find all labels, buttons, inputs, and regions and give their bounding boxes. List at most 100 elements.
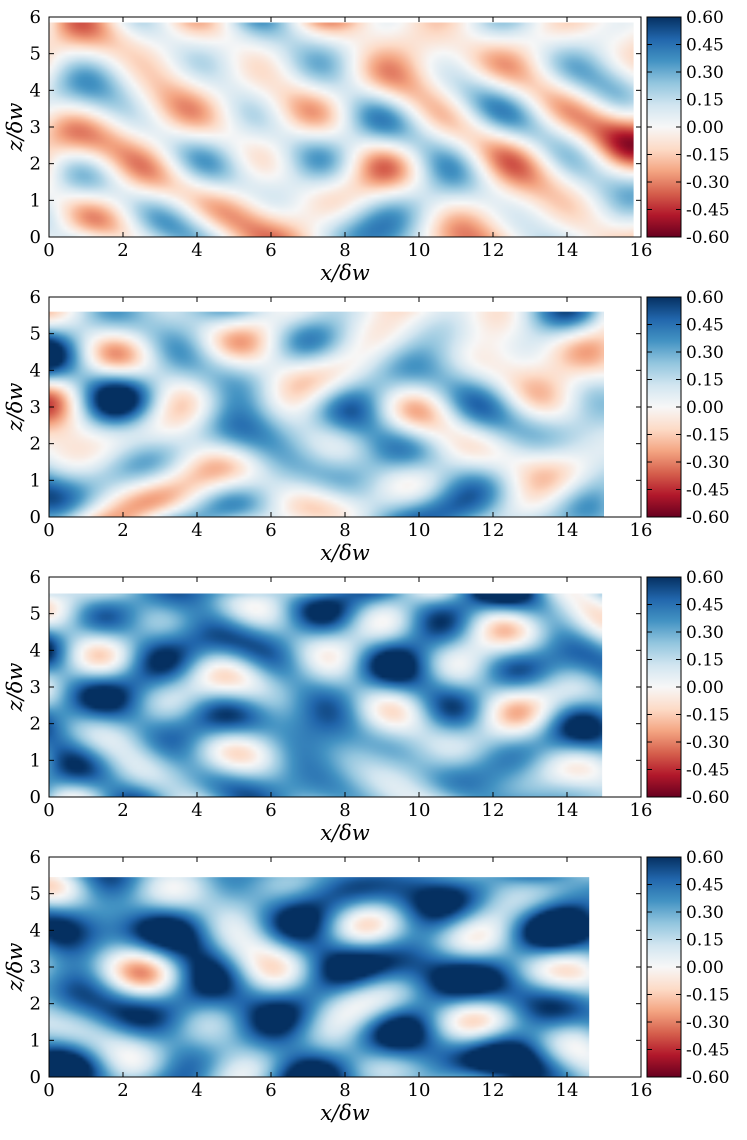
colorbar-1 (646, 16, 682, 238)
y-tick-label: 0 (30, 1067, 41, 1088)
y-tick-label: 3 (30, 957, 41, 978)
colorbar-tick-label: 0.15 (686, 651, 724, 671)
colorbar-tick-label: -0.30 (686, 1013, 730, 1033)
x-tick-label: 8 (339, 520, 350, 541)
y-tick-label: 6 (30, 287, 41, 308)
x-tick-label: 0 (43, 520, 54, 541)
y-tick-label: 1 (30, 1030, 41, 1051)
y-tick-label: 6 (30, 567, 41, 588)
y-tick-label: 3 (30, 117, 41, 138)
x-tick-label: 6 (265, 1080, 276, 1101)
colorbar-tick-label: 0.00 (686, 958, 724, 978)
x-tick-label: 2 (117, 800, 128, 821)
y-tick-label: 5 (30, 324, 41, 345)
colorbar-2 (646, 296, 682, 518)
colorbar-tick-label: 0.60 (686, 8, 724, 28)
y-tick-label: 3 (30, 677, 41, 698)
x-tick-label: 2 (117, 1080, 128, 1101)
y-tick-label: 4 (30, 80, 41, 101)
y-tick-label: 0 (30, 227, 41, 248)
colorbar-tick-label: 0.45 (686, 596, 724, 616)
y-tick-label: 2 (30, 714, 41, 735)
heatmap-field-4 (49, 877, 590, 1077)
colorbar-tick-label: 0.45 (686, 876, 724, 896)
y-tick-label: 4 (30, 640, 41, 661)
x-tick-label: 4 (191, 800, 202, 821)
colorbar-tick-label: 0.15 (686, 931, 724, 951)
colorbar-tick-label: -0.60 (686, 508, 730, 528)
x-tick-label: 16 (630, 800, 653, 821)
panel-4: 0 2 4 6 8 10 12 14 160123456x/δwz/δw0.600.450.30… (3, 847, 730, 1125)
y-tick-label: 0 (30, 507, 41, 528)
y-tick-label: 5 (30, 884, 41, 905)
colorbar-tick-label: 0.15 (686, 91, 724, 111)
y-tick-label: 6 (30, 847, 41, 868)
x-tick-label: 8 (339, 1080, 350, 1101)
colorbar-tick-label: 0.45 (686, 316, 724, 336)
y-axis-label: z/δw (3, 943, 27, 993)
colorbar-tick-label: -0.60 (686, 788, 730, 808)
x-tick-label: 8 (339, 800, 350, 821)
colorbar-tick-label: 0.30 (686, 63, 724, 83)
y-tick-label: 1 (30, 190, 41, 211)
colorbar-tick-label: 0.30 (686, 343, 724, 363)
x-tick-label: 8 (339, 240, 350, 261)
panel-1: 0 2 4 6 8 10 12 14 160123456x/δwz/δw0.600.450.30… (3, 7, 730, 285)
y-tick-label: 2 (30, 434, 41, 455)
x-tick-label: 10 (408, 240, 431, 261)
colorbar-tick-label: -0.60 (686, 228, 730, 248)
x-tick-label: 16 (630, 1080, 653, 1101)
colorbar-tick-label: -0.45 (686, 481, 730, 501)
y-tick-label: 2 (30, 994, 41, 1015)
y-tick-label: 1 (30, 470, 41, 491)
y-tick-label: 0 (30, 787, 41, 808)
colorbar-tick-label: 0.00 (686, 398, 724, 418)
x-tick-label: 16 (630, 520, 653, 541)
x-tick-label: 12 (482, 520, 505, 541)
heatmap-field-2 (49, 311, 604, 517)
colorbar-tick-label: -0.45 (686, 761, 730, 781)
y-axis-label: z/δw (3, 663, 27, 713)
panel-3: 0 2 4 6 8 10 12 14 160123456x/δwz/δw0.600.450.30… (3, 567, 730, 845)
colorbar-tick-label: -0.45 (686, 1041, 730, 1061)
colorbar-3 (646, 576, 682, 798)
x-tick-label: 6 (265, 520, 276, 541)
y-tick-label: 4 (30, 360, 41, 381)
panel-2: 0 2 4 6 8 10 12 14 160123456x/δwz/δw0.600.450.30… (3, 287, 730, 565)
x-tick-label: 0 (43, 800, 54, 821)
x-axis-label: x/δw (320, 1101, 370, 1125)
x-axis-label: x/δw (320, 261, 370, 285)
x-axis-label: x/δw (320, 541, 370, 565)
x-tick-label: 16 (630, 240, 653, 261)
heatmap-field-1 (49, 22, 634, 237)
y-tick-label: 4 (30, 920, 41, 941)
y-tick-label: 2 (30, 154, 41, 175)
x-tick-label: 12 (482, 1080, 505, 1101)
x-tick-label: 4 (191, 1080, 202, 1101)
colorbar-tick-label: 0.30 (686, 903, 724, 923)
x-tick-label: 10 (408, 1080, 431, 1101)
y-tick-label: 6 (30, 7, 41, 28)
x-tick-label: 14 (556, 240, 579, 261)
colorbar-tick-label: -0.30 (686, 733, 730, 753)
colorbar-tick-label: -0.60 (686, 1068, 730, 1088)
x-tick-label: 6 (265, 240, 276, 261)
y-tick-label: 1 (30, 750, 41, 771)
x-tick-label: 14 (556, 800, 579, 821)
x-tick-label: 0 (43, 1080, 54, 1101)
x-tick-label: 14 (556, 1080, 579, 1101)
colorbar-tick-label: -0.30 (686, 453, 730, 473)
y-axis-label: z/δw (3, 383, 27, 433)
x-tick-label: 12 (482, 800, 505, 821)
x-tick-label: 2 (117, 240, 128, 261)
colorbar-tick-label: 0.15 (686, 371, 724, 391)
y-axis-label: z/δw (3, 103, 27, 153)
x-tick-label: 0 (43, 240, 54, 261)
colorbar-tick-label: -0.15 (686, 146, 730, 166)
colorbar-tick-label: 0.60 (686, 568, 724, 588)
y-tick-label: 5 (30, 44, 41, 65)
colorbar-tick-label: 0.60 (686, 848, 724, 868)
x-tick-label: 12 (482, 240, 505, 261)
colorbar-tick-label: 0.00 (686, 678, 724, 698)
